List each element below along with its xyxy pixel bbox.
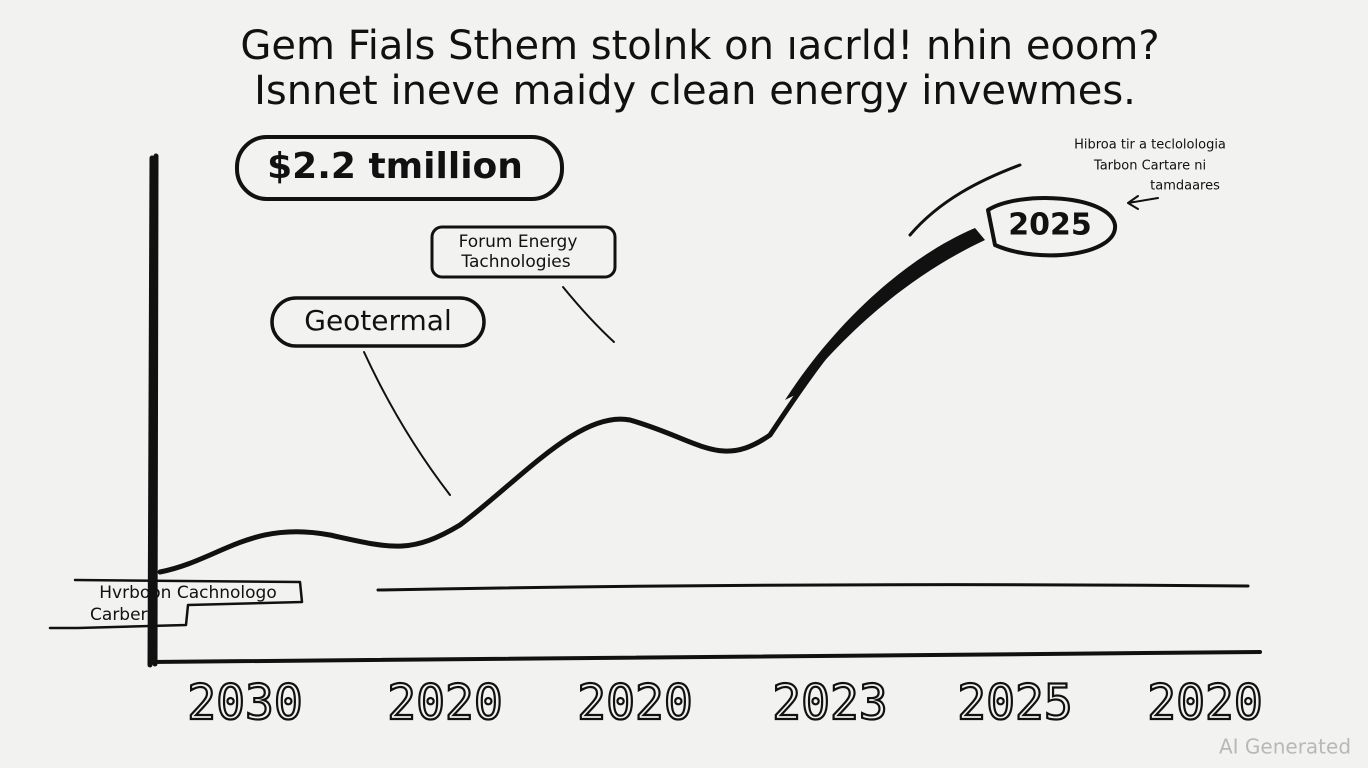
arc: [908, 163, 1022, 237]
callout-left: Hvrboon Cachnologo: [99, 583, 277, 603]
x-label: 2023: [772, 675, 888, 731]
x-labels: 2030 2020 2020 2023 2025 2020: [186, 674, 1264, 732]
note-text: tamdaares: [1150, 179, 1220, 194]
callout-box: [430, 225, 617, 279]
callout-box: [48, 578, 304, 630]
callout-box: [235, 135, 564, 201]
leader: [562, 286, 615, 343]
leader: [363, 351, 451, 496]
callout-left: Carbera: [90, 605, 158, 625]
x-axis: [148, 650, 1262, 664]
callout-geothermal: Geotermal: [304, 304, 452, 337]
baseline: [376, 583, 1250, 592]
callout-forum: Tachnologies: [460, 252, 570, 272]
note-text: Tarbon Cartare ni: [1093, 159, 1206, 174]
callout-forum: Forum Energy: [459, 232, 578, 252]
title-line: Isnnet ineve maidy clean energy invewmes…: [254, 68, 1136, 114]
arrow: [1127, 195, 1159, 210]
callout-amount: $2.2 tmillion: [267, 146, 523, 187]
x-label: 2020: [577, 675, 693, 731]
x-label: 2020: [1147, 675, 1263, 731]
x-label: 2020: [387, 675, 503, 731]
note-text: Hibroa tir a teclolologia: [1074, 138, 1226, 153]
callout-box: [270, 296, 486, 348]
watermark: AI Generated: [1219, 735, 1351, 759]
title-line: Gem Fials Sthem stolnk on ıacrld! nhin e…: [240, 23, 1159, 69]
callout-box: [986, 196, 1117, 258]
trend-curve: [157, 229, 978, 575]
callout-peak: 2025: [1008, 208, 1092, 243]
x-label: 2030: [187, 675, 303, 731]
trend-shade: [785, 228, 985, 400]
x-label: 2025: [957, 675, 1073, 731]
